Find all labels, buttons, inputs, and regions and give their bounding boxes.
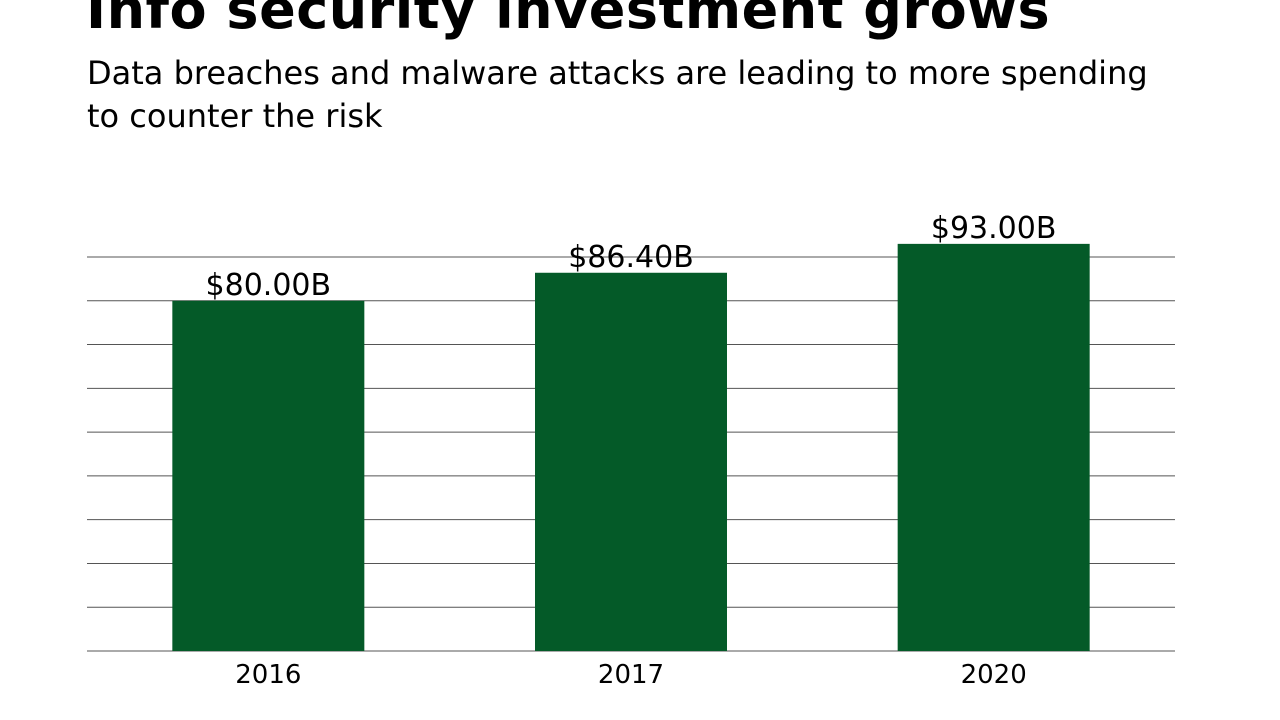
chart-subtitle: Data breaches and malware attacks are le… [87, 54, 1148, 135]
x-tick-label-2017: 2017 [598, 660, 664, 690]
x-tick-label-2020: 2020 [961, 660, 1027, 690]
data-label-2020: $93.00B [931, 211, 1057, 246]
x-tick-label-2016: 2016 [235, 660, 301, 690]
bar-2016 [172, 300, 365, 651]
chart-title: Info security investment grows [86, 0, 1051, 41]
bar-2017 [535, 272, 727, 651]
bar-2020 [897, 243, 1090, 651]
data-label-2017: $86.40B [568, 240, 694, 275]
data-label-2016: $80.00B [206, 268, 332, 303]
